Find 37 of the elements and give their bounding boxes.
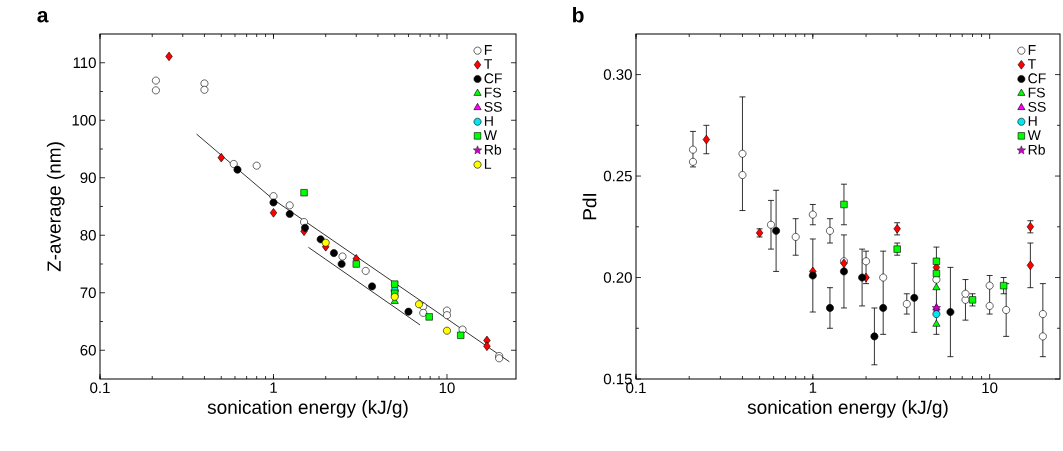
legend-label: F	[1028, 45, 1036, 55]
chart-title: b	[573, 7, 584, 23]
y-axis-title: Z-average (nm)	[46, 142, 65, 272]
x-tick-label: 10	[982, 382, 998, 394]
y-tick-label: 60	[80, 344, 96, 356]
y-tick-label: 100	[72, 114, 96, 126]
y-tick-label: 70	[80, 287, 96, 299]
x-tick-label: 10	[439, 382, 455, 394]
x-tick-label: 1	[809, 382, 817, 393]
legend-label: Rb	[484, 144, 502, 155]
legend-label: CF	[484, 73, 502, 84]
x-tick-label: 0.1	[90, 382, 110, 394]
legend-label: SS	[484, 101, 502, 112]
x-tick-label: 1	[270, 382, 277, 393]
y-tick-label: 110	[73, 57, 96, 69]
legend-label: T	[484, 59, 493, 69]
legend-label: W	[1027, 130, 1041, 140]
x-axis-title: sonication energy (kJ/g)	[747, 400, 948, 418]
x-axis-title: sonication energy (kJ/g)	[207, 400, 408, 418]
legend-label: FS	[1028, 87, 1045, 98]
y-axis-title: PdI	[582, 193, 597, 220]
y-tick-label: 0.30	[603, 69, 632, 80]
legend-label: FS	[484, 87, 502, 98]
y-tick-label: 0.20	[603, 272, 632, 283]
chart-title: a	[37, 10, 49, 23]
y-tick-label: 80	[80, 229, 96, 241]
legend-label: H	[1028, 116, 1037, 126]
y-tick-label: 0.25	[603, 170, 632, 182]
legend-label: H	[484, 116, 493, 126]
legend-label: F	[484, 45, 492, 55]
legend-label: L	[484, 159, 492, 169]
legend-label: Rb	[1028, 144, 1045, 155]
legend-label: W	[483, 130, 497, 140]
legend-label: SS	[1028, 101, 1046, 112]
y-tick-label: 90	[80, 172, 96, 184]
legend-label: CF	[1028, 73, 1046, 84]
legend-label: T	[1027, 59, 1036, 69]
